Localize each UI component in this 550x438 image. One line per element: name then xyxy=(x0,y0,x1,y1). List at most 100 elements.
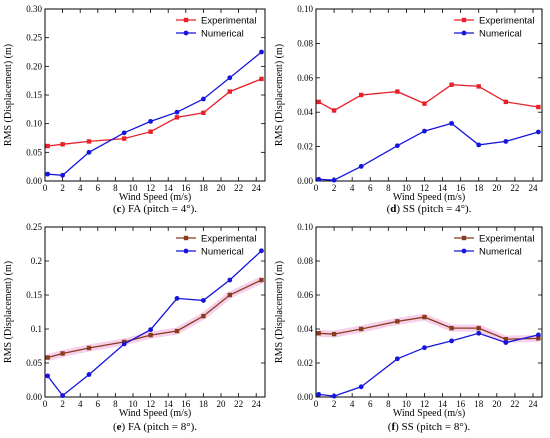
x-tick-label: 14 xyxy=(438,183,448,193)
data-point-circle xyxy=(503,139,509,144)
y-tick-label: 0.06 xyxy=(297,290,313,300)
data-point-circle xyxy=(394,356,400,362)
data-point-circle xyxy=(422,345,427,351)
series-line-0 xyxy=(47,78,262,147)
legend-label: Experimental xyxy=(479,234,534,245)
data-point-circle xyxy=(259,248,264,254)
caption-letter: f xyxy=(391,421,395,433)
x-axis-label: Wind Speed (m/s) xyxy=(393,192,465,203)
x-tick-label: 14 xyxy=(438,399,448,409)
y-tick-label: 0.2 xyxy=(31,256,42,266)
x-tick-label: 6 xyxy=(368,183,373,193)
data-point-square xyxy=(422,101,427,106)
y-tick-label: 0.25 xyxy=(26,222,42,232)
data-point-square xyxy=(227,292,232,298)
x-tick-label: 22 xyxy=(510,399,519,409)
data-point-square xyxy=(331,331,337,337)
chart-panel-d: 0 2 4 6 8 10 12 14 16 18 20 22 240.000.020.040.060.0… xyxy=(274,4,543,215)
data-point-circle xyxy=(503,340,509,345)
x-tick-label: 22 xyxy=(234,399,243,409)
data-point-circle xyxy=(45,171,51,177)
x-tick-label: 4 xyxy=(78,183,83,193)
data-point-square xyxy=(359,326,364,332)
x-tick-label: 8 xyxy=(113,183,118,193)
series-band xyxy=(46,276,263,361)
series-line-1 xyxy=(47,51,262,176)
legend-label: Numerical xyxy=(201,29,244,40)
data-point-square xyxy=(227,89,232,94)
x-axis-label: Wind Speed (m/s) xyxy=(393,408,465,419)
y-tick-label: 0.05 xyxy=(26,358,42,368)
data-point-square xyxy=(45,355,50,360)
x-tick-label: 0 xyxy=(314,399,319,409)
y-axis-label: RMS (Displacement) (m) xyxy=(3,261,14,363)
data-point-circle xyxy=(316,176,322,182)
data-point-circle xyxy=(45,373,51,379)
y-tick-label: 0.08 xyxy=(297,256,313,266)
legend-marker-circle xyxy=(461,248,467,254)
x-tick-label: 16 xyxy=(456,183,466,193)
x-tick-label: 12 xyxy=(420,183,429,193)
x-tick-label: 4 xyxy=(350,183,355,193)
y-tick-label: 0.02 xyxy=(297,142,313,152)
x-tick-label: 18 xyxy=(199,399,209,409)
data-point-square xyxy=(449,82,454,87)
plot-frame xyxy=(315,8,543,182)
data-point-square xyxy=(259,76,264,82)
legend: Experimental Numerical xyxy=(176,16,256,40)
data-point-square xyxy=(148,129,153,134)
data-point-square xyxy=(86,139,92,144)
data-point-circle xyxy=(449,120,454,126)
y-tick-label: 0.06 xyxy=(297,73,313,83)
x-tick-label: 8 xyxy=(386,399,391,409)
chart-panel-f: 0 2 4 6 8 10 12 14 16 18 20 22 240.000.020.040.060.0… xyxy=(274,222,543,433)
y-tick-label: 0.25 xyxy=(26,33,42,43)
x-tick-label: 24 xyxy=(528,399,538,409)
x-tick-label: 0 xyxy=(43,399,48,409)
data-point-circle xyxy=(227,75,233,81)
legend-label: Numerical xyxy=(479,29,522,40)
data-point-circle xyxy=(201,96,206,102)
x-tick-label: 12 xyxy=(146,183,155,193)
x-tick-label: 4 xyxy=(350,399,355,409)
plot-frame xyxy=(44,226,266,398)
x-tick-label: 0 xyxy=(43,183,48,193)
y-tick-label: 0.10 xyxy=(26,119,42,129)
y-tick-label: 0.04 xyxy=(297,324,313,334)
x-tick-label: 4 xyxy=(78,399,83,409)
y-axis-label: RMS (Displacement) (m) xyxy=(3,44,14,146)
legend: Experimental Numerical xyxy=(176,234,256,258)
data-point-circle xyxy=(86,372,92,377)
data-point-square xyxy=(259,277,264,283)
data-point-square xyxy=(174,328,180,334)
plot-frame xyxy=(315,226,543,398)
x-tick-label: 18 xyxy=(474,183,484,193)
data-point-square xyxy=(201,313,206,319)
y-tick-label: 0.02 xyxy=(297,358,313,368)
legend-marker-square xyxy=(461,235,467,241)
chart-panel-e: 0 2 4 6 8 10 12 14 16 18 20 22 240.000.050.10.150.20… xyxy=(3,222,266,433)
legend-marker-square xyxy=(183,235,189,241)
y-tick-label: 0.1 xyxy=(31,324,42,334)
data-point-circle xyxy=(60,393,65,399)
x-tick-label: 20 xyxy=(492,183,502,193)
x-tick-label: 6 xyxy=(368,399,373,409)
x-tick-label: 18 xyxy=(474,399,484,409)
y-tick-label: 0.04 xyxy=(297,107,313,117)
series-line-1 xyxy=(47,250,262,397)
data-point-square xyxy=(503,99,509,105)
series-band xyxy=(318,313,539,343)
x-tick-label: 16 xyxy=(181,183,191,193)
data-point-circle xyxy=(449,338,454,344)
x-axis-label: Wind Speed (m/s) xyxy=(119,192,191,203)
data-point-circle xyxy=(358,163,364,169)
y-tick-label: 0.00 xyxy=(297,392,313,402)
y-tick-label: 0.05 xyxy=(26,147,42,157)
data-point-square xyxy=(331,108,337,113)
x-tick-label: 8 xyxy=(113,399,118,409)
x-tick-label: 6 xyxy=(96,183,101,193)
y-tick-label: 0.00 xyxy=(297,176,313,186)
y-tick-label: 0.00 xyxy=(26,176,42,186)
y-tick-label: 0.10 xyxy=(297,4,313,14)
caption-letter: e xyxy=(117,421,122,433)
